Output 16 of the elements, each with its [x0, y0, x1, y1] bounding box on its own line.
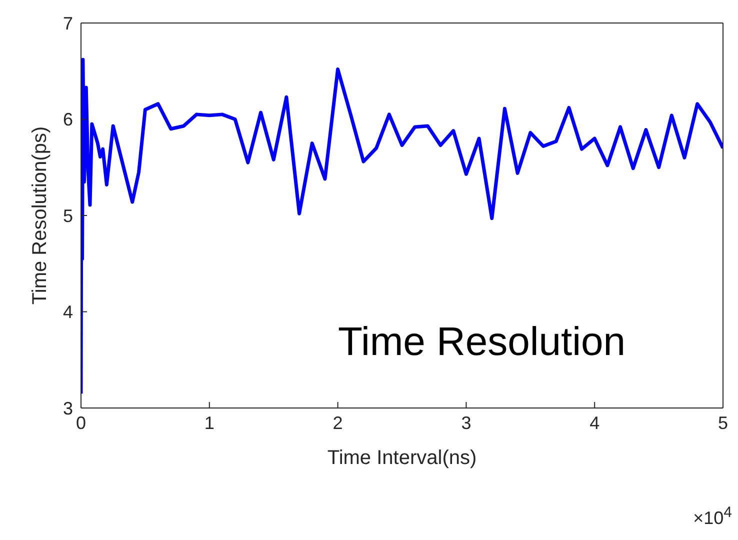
x-tick-label: 1 [204, 412, 214, 433]
y-tick-label: 4 [62, 302, 73, 322]
x-tick-label: 3 [461, 412, 472, 433]
x-tick-label: 2 [332, 412, 343, 433]
annotation: Time Resolution [338, 320, 626, 365]
y-axis-title: Time Resolution(ps) [29, 126, 52, 305]
x-tick-label: 0 [76, 412, 86, 433]
line-series [81, 58, 723, 396]
x-tick-label: 4 [590, 412, 600, 433]
y-tick-label: 3 [62, 398, 73, 418]
y-tick-label: 5 [62, 206, 73, 226]
x-tick-label: 5 [718, 412, 728, 433]
y-tick-label: 6 [62, 110, 73, 130]
text: ×10$^{4}$ [693, 504, 732, 529]
x-axis-title: Time Interval(ns) [327, 447, 477, 469]
y-tick-label: 7 [62, 13, 73, 34]
